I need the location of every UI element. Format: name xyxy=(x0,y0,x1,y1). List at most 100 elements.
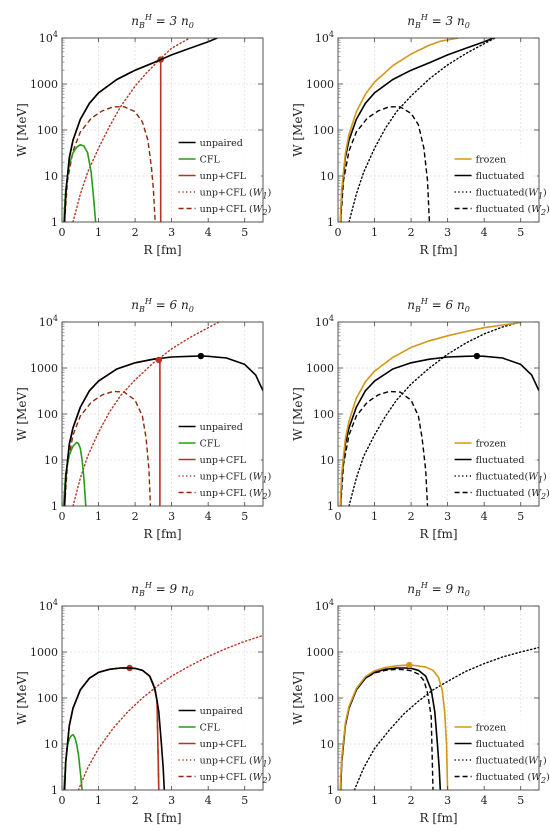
legend-label: frozen xyxy=(476,155,507,166)
x-tick-label: 0 xyxy=(335,794,342,807)
x-tick-label: 3 xyxy=(168,226,175,239)
series-line-frozen xyxy=(339,38,459,222)
series-line-fluctuated-w-2- xyxy=(339,668,434,790)
y-tick-label: 1000 xyxy=(30,362,58,375)
x-tick-label: 5 xyxy=(241,510,248,523)
y-tick-label: 100 xyxy=(37,692,58,705)
y-tick-label: 100 xyxy=(313,124,334,137)
legend-label: unp+CFL (W2) xyxy=(200,204,272,217)
x-tick-label: 3 xyxy=(444,226,451,239)
y-tick-label: 104 xyxy=(315,30,334,45)
x-axis-label: R [fm] xyxy=(419,527,457,541)
x-axis-label: R [fm] xyxy=(419,811,457,825)
series-line-fluctuated-w-1- xyxy=(348,322,522,506)
legend-label: unp+CFL xyxy=(200,455,247,466)
y-tick-label: 1 xyxy=(51,784,58,797)
y-tick-label: 104 xyxy=(39,30,58,45)
legend-label: unp+CFL (W1) xyxy=(200,188,272,201)
legend-label: CFL xyxy=(200,723,221,734)
y-tick-label: 1000 xyxy=(30,78,58,91)
legend-label: unp+CFL (W1) xyxy=(200,472,272,485)
x-tick-label: 2 xyxy=(132,510,139,523)
x-tick-label: 1 xyxy=(95,510,102,523)
x-tick-label: 3 xyxy=(168,794,175,807)
legend-bg xyxy=(174,130,261,215)
series-line-fluctuated xyxy=(339,355,539,506)
y-tick-label: 100 xyxy=(37,124,58,137)
series-line-cfl xyxy=(63,733,83,790)
series-line-frozen xyxy=(339,664,449,790)
panel-title: nBH = 6 n0 xyxy=(131,297,194,314)
x-tick-label: 0 xyxy=(335,510,342,523)
x-tick-label: 2 xyxy=(408,794,415,807)
point-marker xyxy=(406,661,413,669)
x-tick-label: 5 xyxy=(517,794,524,807)
y-tick-label: 1 xyxy=(327,500,334,513)
plot-area xyxy=(339,322,539,506)
x-axis-label: R [fm] xyxy=(419,243,457,257)
series-line-unp-cfl-w-2- xyxy=(63,390,152,506)
legend-label: fluctuated (W2) xyxy=(476,204,550,217)
y-tick-label: 100 xyxy=(313,408,334,421)
x-tick-label: 5 xyxy=(241,226,248,239)
series-line-unp-cfl xyxy=(63,667,160,790)
y-tick-label: 1 xyxy=(51,500,58,513)
y-tick-label: 10 xyxy=(320,738,334,751)
x-axis-label: R [fm] xyxy=(143,811,181,825)
legend-label: unpaired xyxy=(200,138,243,149)
legend-label: frozen xyxy=(476,723,507,734)
panel-title: nBH = 3 n0 xyxy=(131,13,194,30)
x-tick-label: 1 xyxy=(371,226,378,239)
legend-label: CFL xyxy=(200,439,221,450)
legend-bg xyxy=(174,698,261,783)
x-axis-label: R [fm] xyxy=(143,527,181,541)
legend-label: unp+CFL (W2) xyxy=(200,488,272,501)
legend-bg xyxy=(174,414,261,499)
plot-area xyxy=(63,38,218,222)
x-tick-label: 0 xyxy=(59,510,66,523)
y-tick-label: 10 xyxy=(320,454,334,467)
series-line-unp-cfl-w-1- xyxy=(77,634,263,790)
legend-label: frozen xyxy=(476,439,507,450)
x-tick-label: 4 xyxy=(205,226,212,239)
series-line-unpaired xyxy=(63,38,218,222)
series-line-frozen xyxy=(339,322,521,506)
legend-label: unp+CFL xyxy=(200,171,247,182)
x-tick-label: 4 xyxy=(481,510,488,523)
legend-label: fluctuated (W2) xyxy=(476,772,550,785)
x-tick-label: 4 xyxy=(205,510,212,523)
y-tick-label: 104 xyxy=(39,314,58,329)
legend-label: unpaired xyxy=(200,706,243,717)
x-tick-label: 0 xyxy=(59,794,66,807)
x-tick-label: 4 xyxy=(205,794,212,807)
x-tick-label: 2 xyxy=(132,794,139,807)
legend-label: unp+CFL (W2) xyxy=(200,772,272,785)
x-tick-label: 4 xyxy=(481,794,488,807)
y-axis-label: W [MeV] xyxy=(15,103,29,157)
x-tick-label: 3 xyxy=(168,510,175,523)
x-tick-label: 2 xyxy=(132,226,139,239)
x-tick-label: 3 xyxy=(444,510,451,523)
y-tick-label: 10 xyxy=(320,170,334,183)
x-axis-label: R [fm] xyxy=(143,243,181,257)
series-line-fluctuated-w-1- xyxy=(353,646,539,790)
x-tick-label: 3 xyxy=(444,794,451,807)
x-tick-label: 5 xyxy=(517,226,524,239)
legend-label: fluctuated xyxy=(476,739,525,750)
legend-label: CFL xyxy=(200,155,221,166)
x-tick-label: 0 xyxy=(59,226,66,239)
y-tick-label: 104 xyxy=(315,598,334,613)
legend-label: unpaired xyxy=(200,422,243,433)
panel-title: nBH = 3 n0 xyxy=(407,13,470,30)
legend-label: fluctuated xyxy=(476,455,525,466)
legend-label: unp+CFL (W1) xyxy=(200,756,272,769)
point-marker xyxy=(155,356,163,364)
plot-area xyxy=(339,38,496,222)
y-tick-label: 10 xyxy=(44,738,58,751)
x-tick-label: 1 xyxy=(95,226,102,239)
y-tick-label: 1000 xyxy=(306,362,334,375)
